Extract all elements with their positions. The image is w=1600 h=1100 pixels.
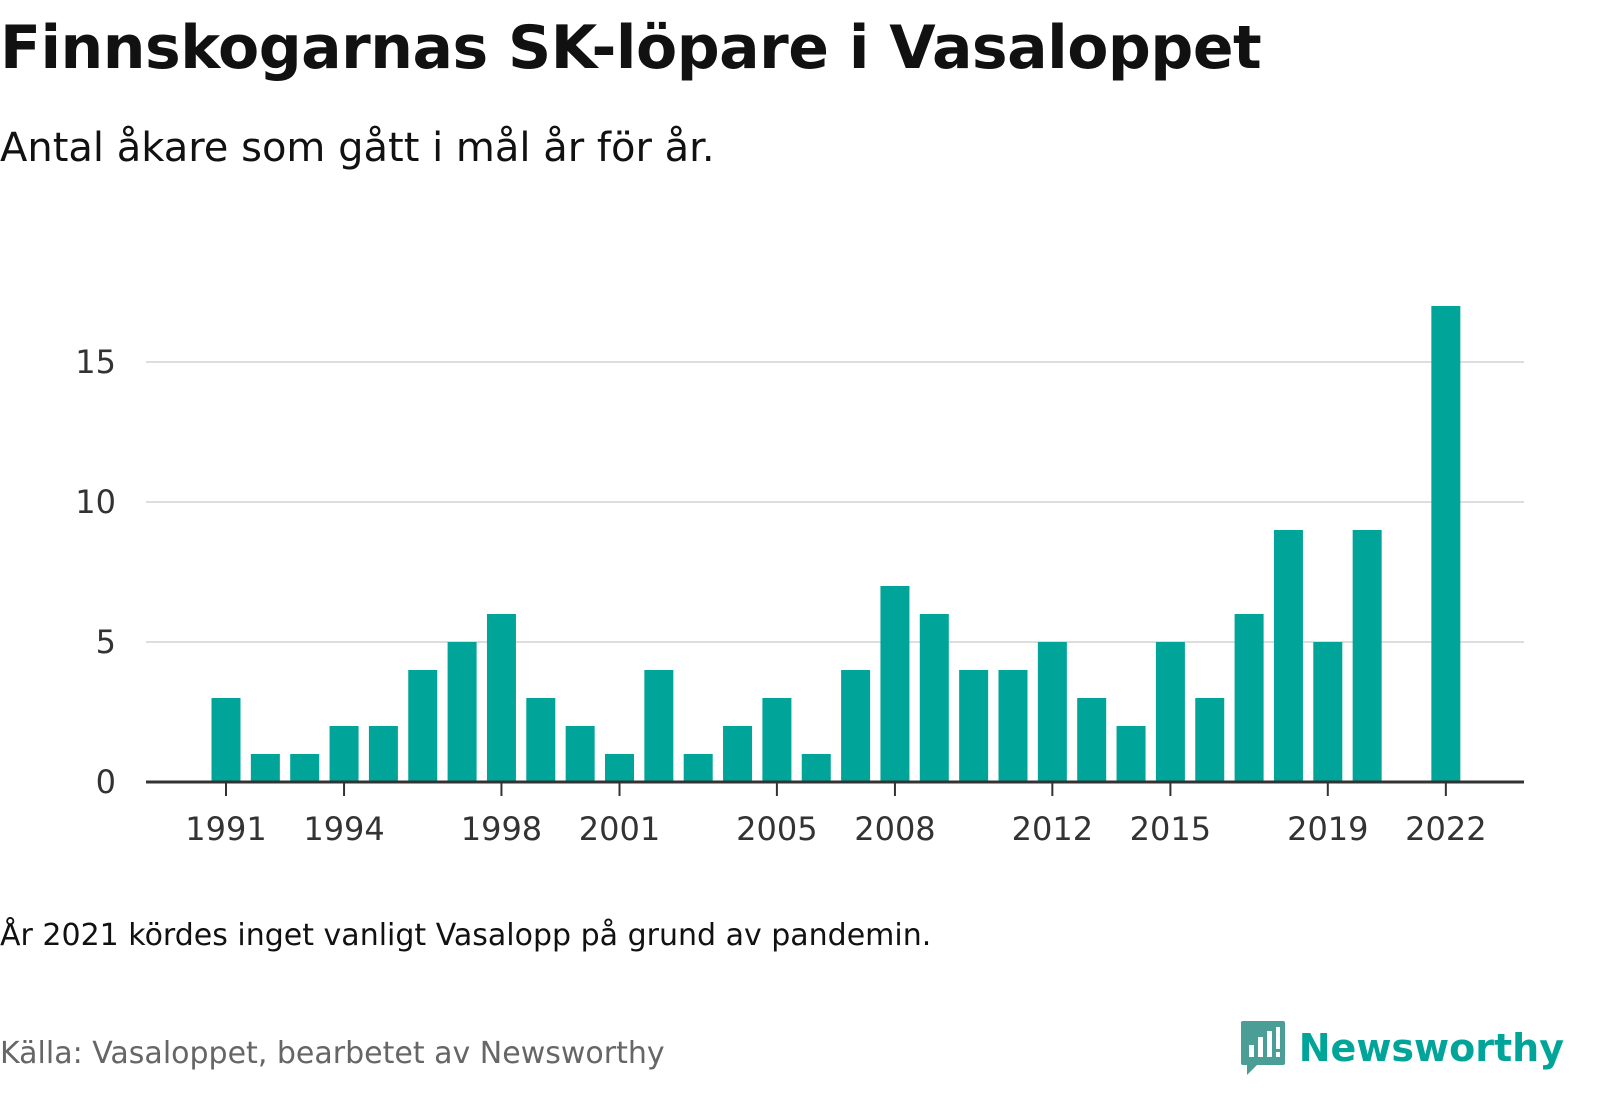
- chart-title: Finnskogarnas SK-löpare i Vasaloppet: [0, 13, 1262, 83]
- y-axis-ticks: 0 5 10 15: [75, 343, 116, 801]
- y-tick-label: 5: [96, 623, 116, 661]
- bar: [408, 670, 438, 782]
- bar: [723, 726, 753, 782]
- x-tick-label: 2008: [854, 810, 935, 848]
- footnote: År 2021 kördes inget vanligt Vasalopp på…: [0, 918, 932, 953]
- bar: [211, 698, 241, 782]
- bar: [1037, 642, 1067, 782]
- bar: [959, 670, 989, 782]
- x-tick-label: 2001: [579, 810, 660, 848]
- newsworthy-logo-icon: [1240, 1021, 1285, 1075]
- brand-name: Newsworthy: [1298, 1026, 1564, 1070]
- bar: [368, 726, 398, 782]
- bar: [447, 642, 477, 782]
- x-axis-ticks: 1991 1994 1998 2001 2005 2008 2012 2015 2019 2022: [185, 782, 1487, 848]
- bar: [1352, 530, 1382, 782]
- bar: [329, 726, 359, 782]
- x-tick-label: 2012: [1012, 810, 1093, 848]
- x-tick-label: 1998: [461, 810, 542, 848]
- x-tick-label: 2005: [736, 810, 817, 848]
- bars: [211, 306, 1461, 782]
- x-tick-label: 2019: [1287, 810, 1368, 848]
- bar: [1234, 614, 1264, 782]
- source-credit: Källa: Vasaloppet, bearbetet av Newswort…: [0, 1036, 665, 1071]
- bar: [1077, 698, 1107, 782]
- bar: [1431, 306, 1461, 782]
- chart-subtitle: Antal åkare som gått i mål år för år.: [0, 125, 715, 171]
- bar: [1313, 642, 1343, 782]
- bar: [605, 754, 634, 782]
- y-tick-label: 0: [96, 763, 116, 801]
- x-tick-label: 2022: [1405, 810, 1486, 848]
- bar: [919, 614, 949, 782]
- bar: [1195, 698, 1225, 782]
- bar: [880, 586, 910, 782]
- bar: [1155, 642, 1185, 782]
- x-tick-label: 1994: [303, 810, 384, 848]
- bar: [486, 614, 516, 782]
- x-tick-label: 2015: [1130, 810, 1211, 848]
- bar: [565, 726, 595, 782]
- bar: [683, 754, 713, 782]
- bar: [801, 754, 831, 782]
- y-tick-label: 10: [75, 483, 116, 521]
- bar: [1273, 530, 1303, 782]
- bar: [526, 698, 556, 782]
- bar: [762, 698, 792, 782]
- gridlines: [146, 361, 1524, 643]
- bar: [250, 754, 280, 782]
- bar: [290, 754, 320, 782]
- bar: [998, 670, 1028, 782]
- bar-chart: 1991 1994 1998 2001 2005 2008 2012 2015 2019 2022…: [75, 306, 1524, 848]
- bar: [841, 670, 871, 782]
- brand-logo: Newsworthy: [1239, 1018, 1564, 1078]
- y-tick-label: 15: [75, 343, 116, 381]
- x-tick-label: 1991: [185, 810, 266, 848]
- bar: [1116, 726, 1146, 782]
- bar: [644, 670, 674, 782]
